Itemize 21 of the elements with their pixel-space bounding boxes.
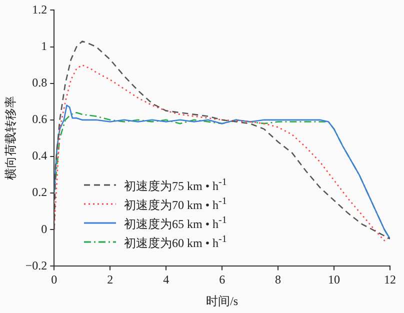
y-tick-label: −0.2: [25, 258, 48, 272]
x-tick-label: 8: [275, 272, 282, 287]
y-tick-label: 0.2: [32, 185, 48, 200]
x-tick-label: 12: [384, 272, 396, 287]
legend-label: 初速度为75 km • h$^{-1}$: [124, 176, 227, 194]
x-tick-label: 6: [219, 272, 226, 287]
y-axis-title: 横向荷载转移率: [3, 96, 18, 180]
x-tick-label: 2: [107, 272, 114, 287]
y-tick-label: 0.8: [32, 76, 48, 90]
y-tick-label: 0: [41, 222, 48, 236]
y-tick-label: 1: [41, 38, 48, 53]
legend-label: 初速度为65 km • h$^{-1}$: [124, 214, 227, 232]
y-tick-label: 0.6: [32, 112, 48, 126]
x-axis-title: 时间/s: [206, 294, 238, 308]
y-tick-label: 1.2: [32, 2, 48, 16]
x-tick-label: 10: [328, 272, 340, 287]
y-tick-label: 0.4: [32, 148, 48, 163]
legend-label: 初速度为70 km • h$^{-1}$: [124, 195, 227, 213]
legend-label: 初速度为60 km • h$^{-1}$: [124, 233, 227, 251]
x-tick-label: 4: [163, 272, 170, 287]
x-tick-label: 0: [51, 272, 58, 287]
